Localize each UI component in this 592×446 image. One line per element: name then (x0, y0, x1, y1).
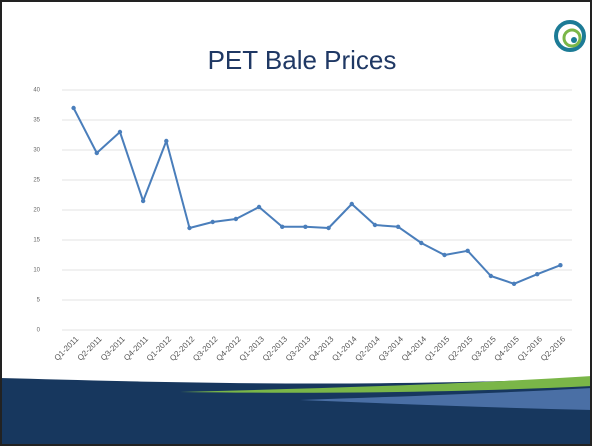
data-point (256, 204, 262, 210)
data-point (303, 224, 308, 229)
footer-wave (0, 376, 592, 446)
data-point (210, 219, 215, 225)
data-point (140, 198, 146, 204)
data-point (488, 273, 494, 279)
data-point (511, 281, 517, 286)
data-point (535, 272, 540, 277)
chart-title: PET Bale Prices (208, 45, 397, 75)
data-point (164, 138, 169, 144)
data-point (349, 201, 354, 207)
data-point (326, 225, 331, 231)
y-tick-label: 15 (33, 238, 40, 244)
data-point (419, 240, 424, 246)
data-line (72, 107, 561, 285)
data-point (558, 263, 563, 268)
data-point (395, 224, 401, 229)
y-tick-label: 10 (33, 268, 40, 274)
data-point (465, 248, 470, 253)
data-point (442, 252, 447, 258)
y-tick-label: 40 (33, 88, 40, 94)
y-tick-label: 0 (37, 328, 41, 334)
data-point (71, 105, 76, 111)
y-tick-label: 5 (37, 298, 41, 304)
data-point (233, 216, 239, 222)
logo (554, 20, 586, 52)
y-tick-label: 25 (33, 178, 40, 184)
data-point (280, 224, 285, 229)
data-point (372, 222, 378, 228)
y-tick-label: 20 (33, 208, 40, 214)
y-tick-label: 35 (33, 118, 40, 124)
y-tick-label: 30 (33, 148, 40, 154)
data-point (94, 150, 99, 156)
data-point (187, 225, 192, 231)
data-point (117, 129, 123, 135)
